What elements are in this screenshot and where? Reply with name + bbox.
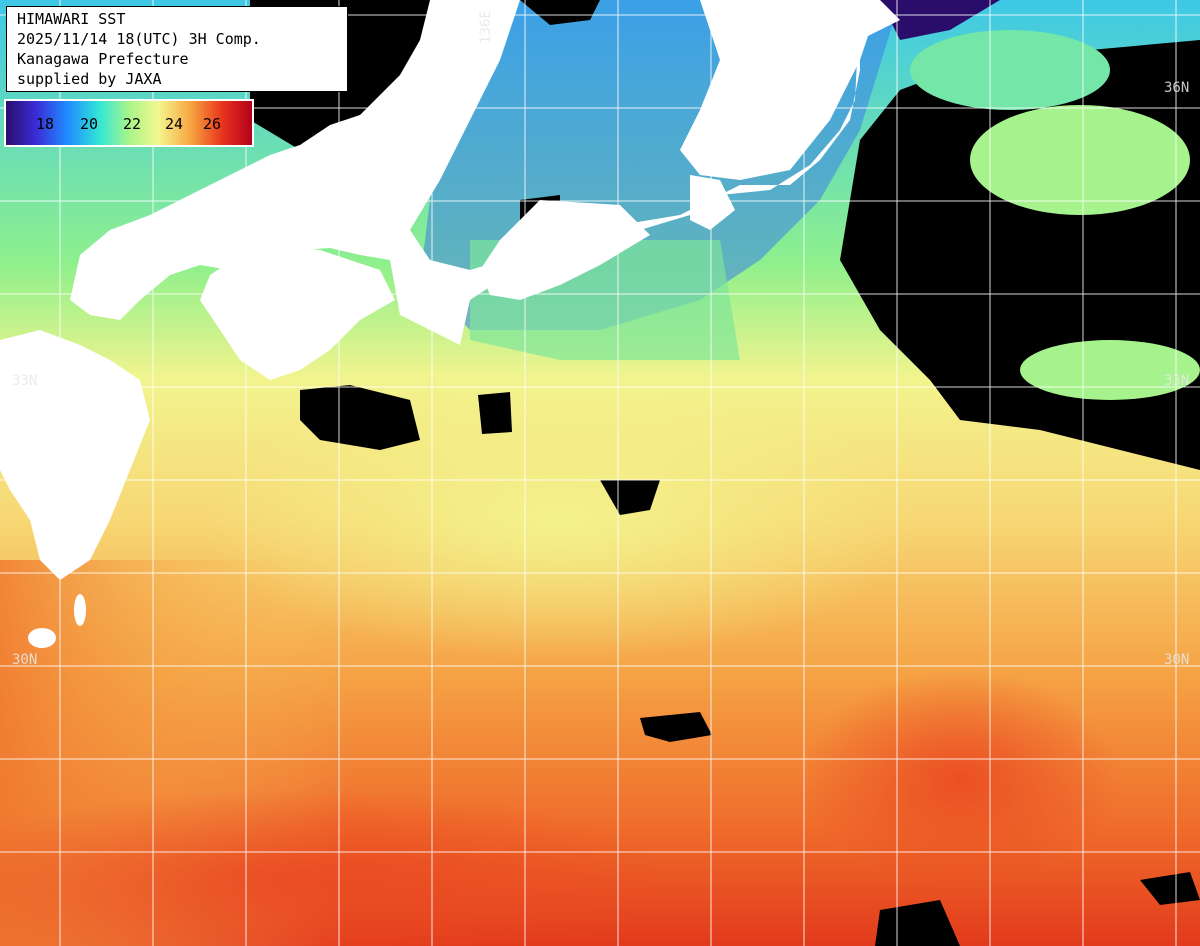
lat-label-33n-left: 33N — [12, 373, 38, 389]
cloud-patch-1 — [300, 385, 420, 450]
cloud-patch-2 — [478, 392, 512, 434]
land-ise-peninsula — [690, 175, 735, 230]
land-shikoku — [200, 245, 395, 380]
cloud-mask-ne — [880, 0, 1000, 40]
land-chubu — [680, 0, 880, 180]
cloud-patch-6 — [875, 900, 960, 946]
legend-tick-20: 20 — [80, 115, 99, 133]
cloud-patch-8 — [1140, 872, 1200, 905]
cloud-patch-4 — [600, 480, 660, 515]
timestamp: 2025/11/14 18(UTC) 3H Comp. — [17, 30, 261, 48]
sst-patch-east-3 — [910, 30, 1110, 110]
cloud-patch-5 — [520, 0, 600, 25]
legend-tick-18: 18 — [36, 115, 55, 133]
legend-tick-24: 24 — [165, 115, 184, 133]
region-name: Kanagawa Prefecture — [17, 50, 189, 68]
sea-warm-south — [0, 790, 680, 946]
land-yakushima — [74, 594, 86, 626]
legend-tick-22: 22 — [123, 115, 142, 133]
lat-label-30n-right: 30N — [1164, 652, 1190, 668]
land-tanegashima — [28, 628, 56, 648]
legend-tick-26: 26 — [203, 115, 222, 133]
sst-patch-east-2 — [1020, 340, 1200, 400]
land-honshu — [70, 0, 1200, 345]
legend-color-bar — [6, 101, 252, 145]
temperature-legend: 18 20 22 24 26 — [4, 99, 254, 147]
lon-label-136e: 136E — [478, 10, 494, 44]
sst-patch-east-1 — [970, 105, 1190, 215]
cloud-patch-3 — [640, 712, 712, 742]
lat-label-30n-left: 30N — [12, 652, 38, 668]
land-kii — [480, 200, 650, 300]
lat-label-36n-right: 36N — [1164, 80, 1190, 96]
sea-warm-core — [800, 670, 1120, 890]
data-credit: supplied by JAXA — [17, 70, 162, 88]
land-kyushu — [0, 330, 150, 580]
lat-label-33n-right: 33N — [1164, 373, 1190, 389]
product-title: HIMAWARI SST — [17, 10, 126, 28]
info-box: HIMAWARI SST 2025/11/14 18(UTC) 3H Comp.… — [6, 6, 348, 92]
